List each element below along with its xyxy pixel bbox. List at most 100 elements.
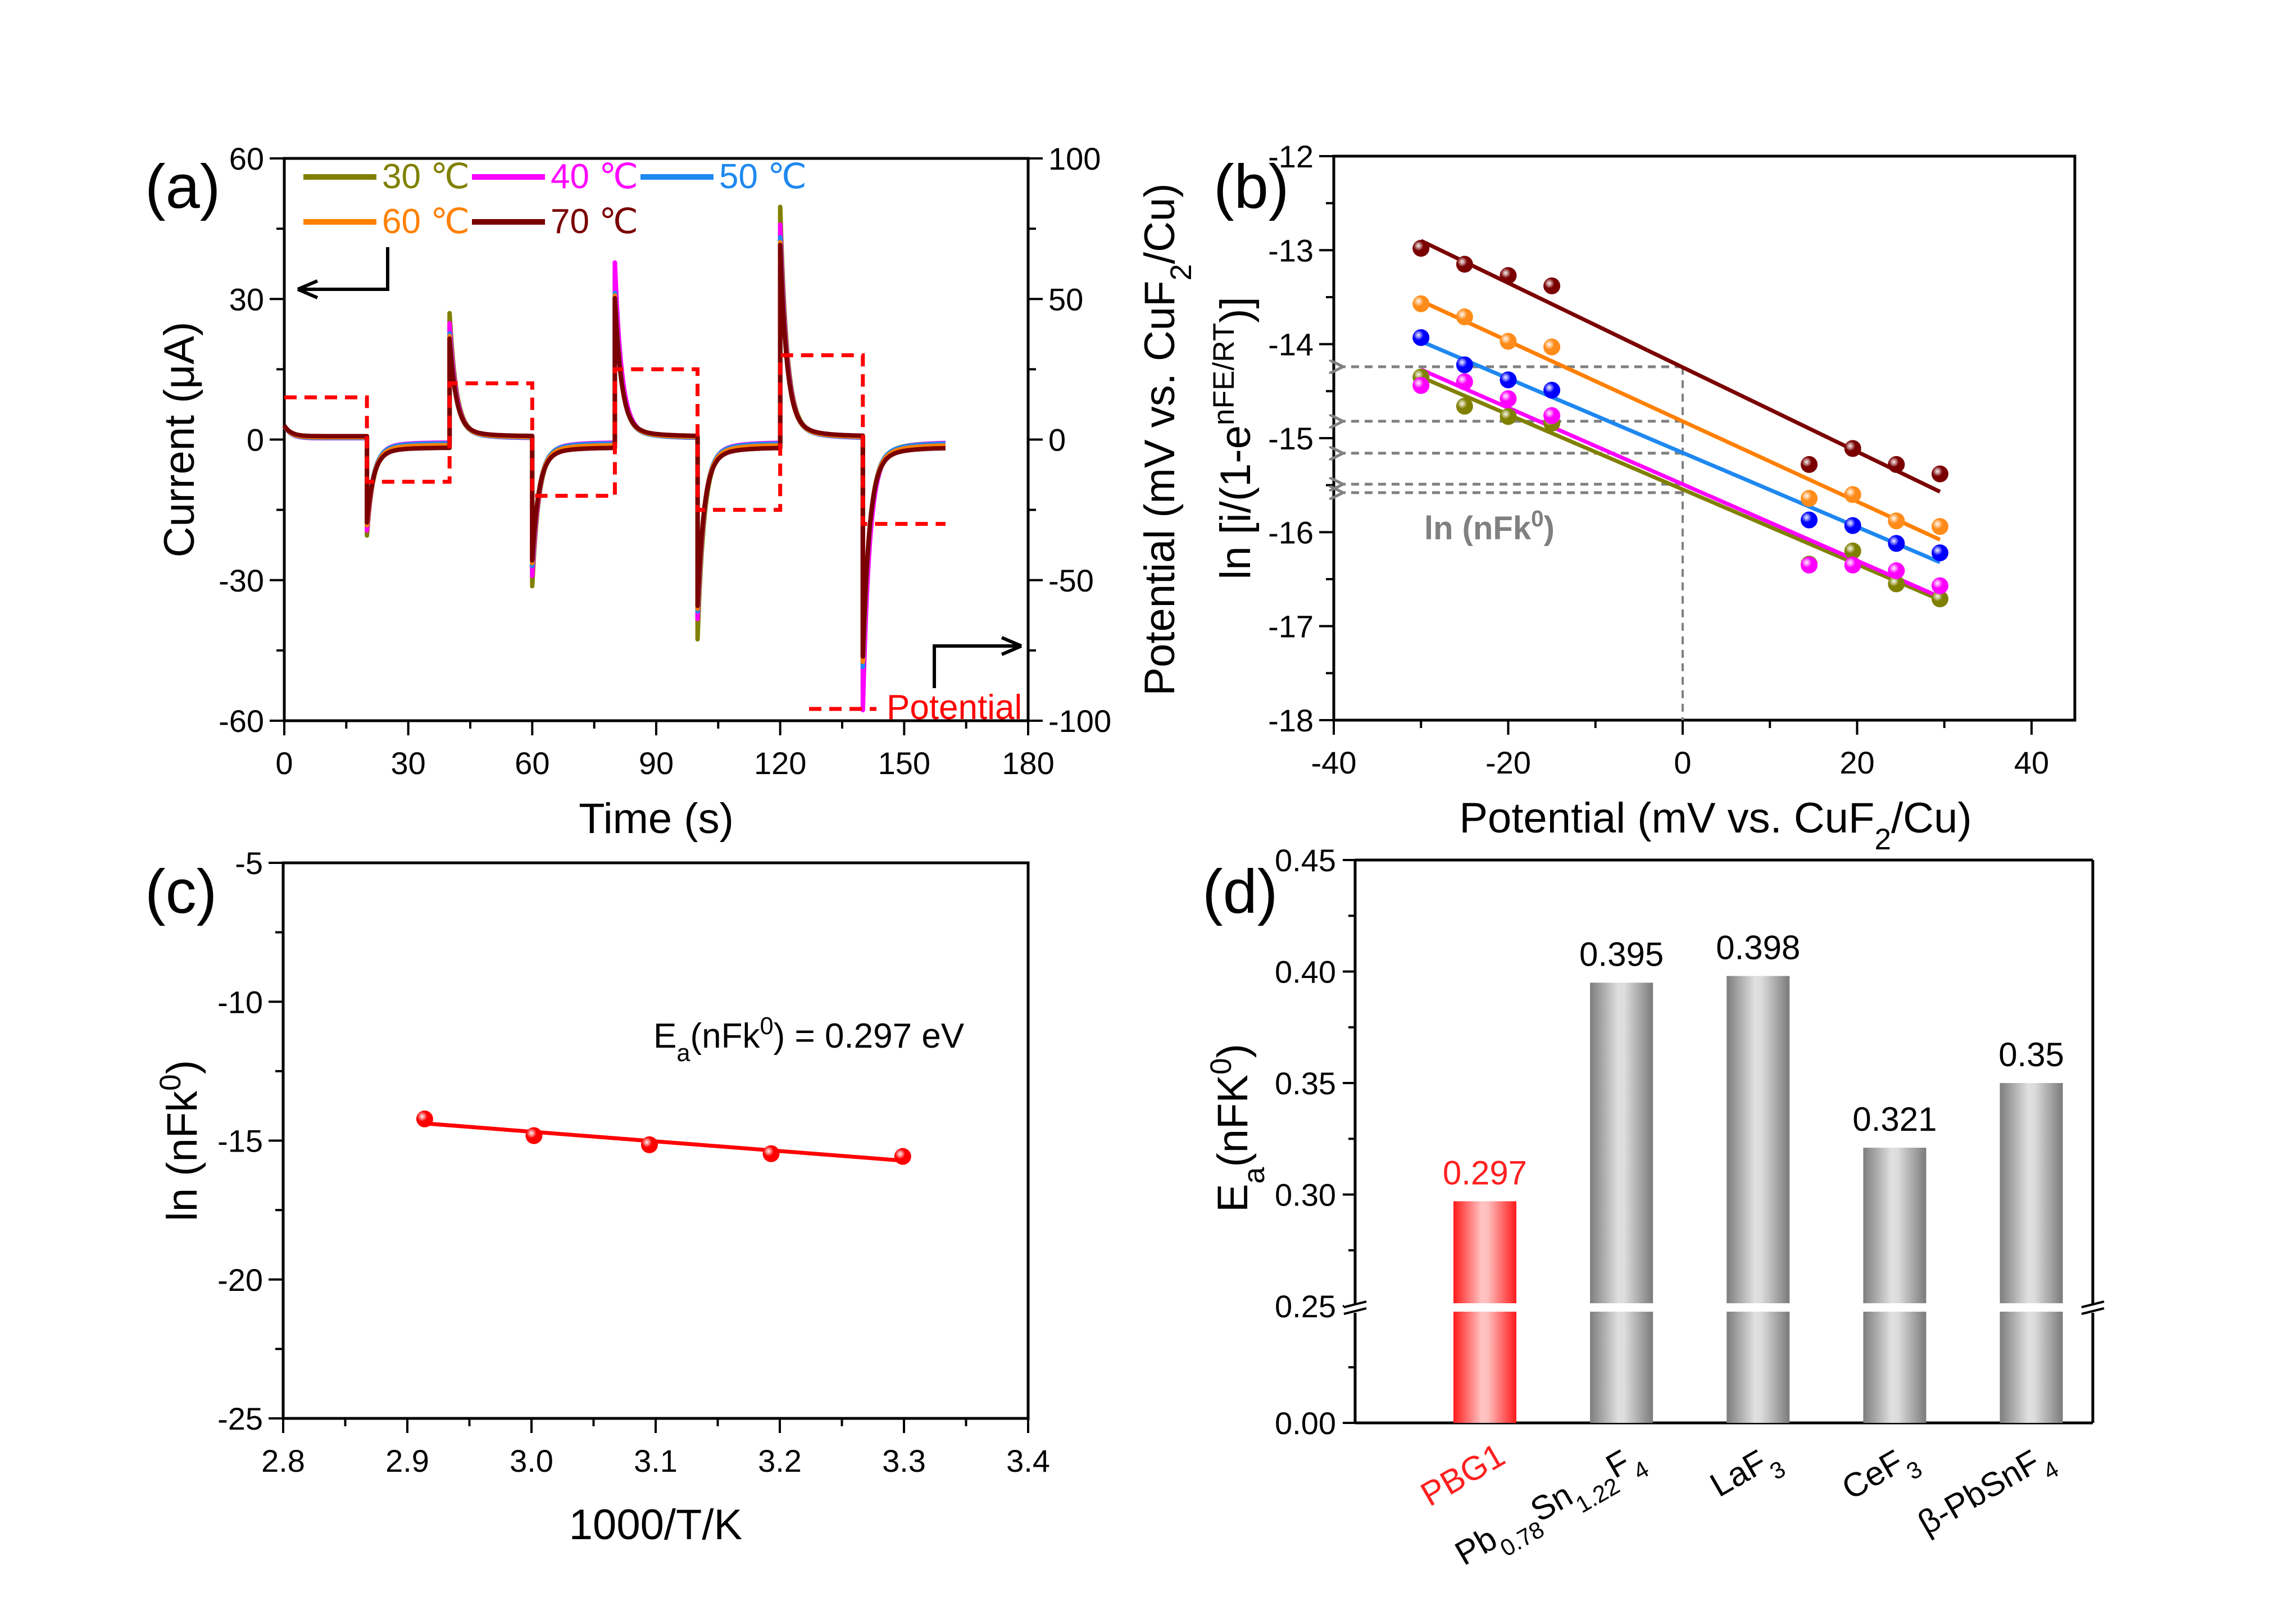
data-point	[894, 1148, 911, 1165]
marker-shine	[1844, 517, 1861, 534]
marker-shine	[1844, 556, 1861, 574]
marker-shine	[416, 1110, 433, 1127]
marker-shine	[894, 1148, 911, 1165]
y-tick-label: 60	[229, 141, 264, 176]
y2-tick-label: 100	[1048, 141, 1101, 176]
marker-shine	[1456, 398, 1473, 415]
marker-shine	[1543, 338, 1561, 356]
x-tick-label: 2.8	[261, 1443, 305, 1479]
data-point	[1500, 267, 1517, 284]
legend-a: 30 ℃ 40 ℃ 50 ℃ 60 ℃ 70 ℃	[303, 157, 807, 241]
fit-line	[1420, 375, 1941, 602]
bar-lower	[1863, 1312, 1926, 1423]
bar-cef3: 0.321 CeF3	[1835, 1100, 1937, 1507]
data-point	[1888, 456, 1905, 473]
marker-shine	[1844, 542, 1861, 559]
data-point	[1456, 308, 1473, 326]
y-tick-label: -60	[219, 703, 264, 739]
y-tick-label: -16	[1268, 515, 1314, 550]
bar-upper	[1590, 982, 1653, 1303]
marker-shine	[1500, 371, 1517, 389]
x-tick-label: 120	[754, 745, 806, 781]
data-point	[1500, 333, 1517, 350]
potential-legend-label: Potential	[887, 688, 1022, 727]
marker-shine	[1931, 544, 1948, 562]
y-axis-title: ln (nFk0)	[154, 1060, 207, 1221]
data-point	[1888, 512, 1905, 530]
x-tick-label: 3.3	[882, 1443, 926, 1479]
x-tick-label: -40	[1311, 745, 1357, 780]
y-tick-label: -18	[1268, 703, 1314, 738]
y-tick-label: 0.25	[1275, 1289, 1336, 1324]
data-point	[762, 1145, 780, 1162]
marker-shine	[1543, 407, 1561, 424]
bar-value-label: 0.35	[1998, 1036, 2064, 1073]
data-point	[1412, 239, 1430, 257]
legend-label: 60 ℃	[382, 202, 470, 241]
bar-upper	[1453, 1201, 1516, 1303]
marker-shine	[1412, 377, 1430, 394]
data-point	[1543, 277, 1561, 294]
marker-shine	[1888, 512, 1905, 530]
marker-shine	[762, 1145, 780, 1162]
break-slash	[2081, 1307, 2105, 1315]
data-point	[1844, 517, 1861, 534]
bar-upper	[1726, 976, 1790, 1303]
x-tick-label: 150	[878, 745, 930, 781]
data-point	[1412, 329, 1430, 346]
marker-shine	[1801, 511, 1818, 529]
data-point	[1888, 575, 1905, 593]
x-tick-label: -20	[1485, 745, 1531, 780]
fit-line	[1420, 367, 1941, 599]
y-tick-label: 0.35	[1275, 1066, 1336, 1101]
y-axis-title: ln [i/(1-enFE/RT)]	[1207, 297, 1260, 579]
marker-shine	[1931, 577, 1948, 594]
y-tick-label: -14	[1268, 327, 1314, 362]
y2-tick-label: -100	[1048, 703, 1111, 739]
data-point	[525, 1127, 543, 1144]
axis-break-icon	[1343, 1300, 1367, 1315]
marker-shine	[1931, 518, 1948, 535]
x-tick-label: 3.0	[510, 1443, 553, 1479]
data-point	[1931, 518, 1948, 535]
marker-shine	[640, 1136, 658, 1153]
arrow-head-left-icon	[297, 279, 319, 299]
bar-lower	[2000, 1312, 2063, 1423]
data-point	[1500, 371, 1517, 389]
marker-shine	[1500, 390, 1517, 407]
bar-upper	[2000, 1083, 2063, 1303]
x-axis-title: Time (s)	[579, 795, 734, 843]
data-point	[1456, 256, 1473, 273]
data-point	[1844, 556, 1861, 574]
x-axis-title: Potential (mV vs. CuF2/Cu)	[1459, 794, 1971, 856]
potential-step-trace	[284, 353, 946, 526]
legend-item: 30 ℃	[303, 157, 470, 196]
bar-lower	[1453, 1312, 1516, 1423]
bar-value-label: 0.398	[1716, 929, 1800, 966]
bar-lower	[1590, 1312, 1653, 1423]
x-tick-label: 3.1	[634, 1443, 678, 1479]
x-tick-label: 0	[1674, 745, 1691, 780]
x-tick-label: 0	[275, 745, 293, 781]
data-point	[416, 1110, 433, 1127]
fit-line	[1420, 299, 1941, 542]
marker-shine	[1888, 575, 1905, 593]
y2-tick-label: -50	[1048, 563, 1094, 598]
bar-value-label: 0.321	[1852, 1100, 1937, 1138]
plot-frame-a	[283, 157, 1030, 722]
panel-label-c: (c)	[145, 857, 217, 926]
marker-shine	[1888, 456, 1905, 473]
y-tick-label: -15	[217, 1123, 263, 1159]
panel-d-activation-energy-bars: 0.00 0.25 0.30 0.35 0.40 0.45 Ea(nFK0) 0.297 PBG…	[1205, 843, 2105, 1572]
x-tick-label: 90	[639, 745, 674, 781]
data-point	[1412, 295, 1430, 312]
marker-shine	[1801, 456, 1818, 473]
x-tick-label: 3.4	[1006, 1443, 1050, 1479]
data-point	[1888, 535, 1905, 552]
legend-item: 60 ℃	[303, 202, 470, 241]
marker-shine	[1500, 333, 1517, 350]
marker-shine	[1412, 239, 1430, 257]
y-tick-label: -13	[1268, 233, 1314, 268]
y-tick-label: -20	[217, 1262, 263, 1298]
